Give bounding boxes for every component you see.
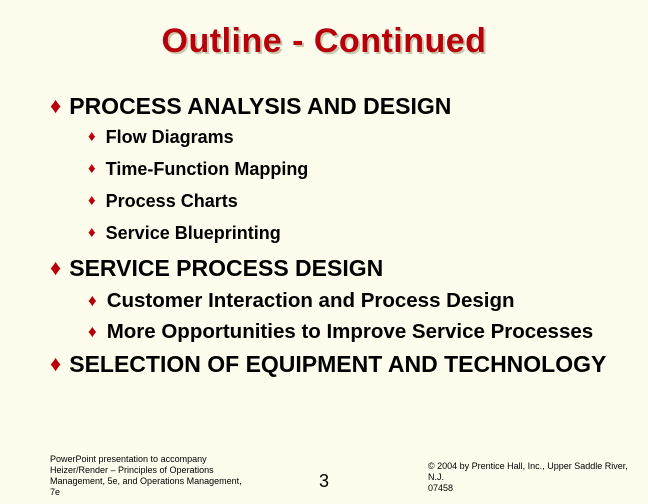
footer-line: 07458 bbox=[428, 483, 628, 494]
footer-line: PowerPoint presentation to accompany bbox=[50, 454, 280, 465]
diamond-icon: ♦ bbox=[88, 222, 96, 244]
outline-subitem-label: Customer Interaction and Process Design bbox=[107, 288, 515, 313]
outline-subitem-label: More Opportunities to Improve Service Pr… bbox=[107, 319, 593, 344]
outline-item: ♦ PROCESS ANALYSIS AND DESIGN bbox=[50, 92, 614, 120]
outline-item-label: PROCESS ANALYSIS AND DESIGN bbox=[69, 92, 451, 120]
outline-sublist: ♦ Customer Interaction and Process Desig… bbox=[88, 288, 614, 344]
outline-subitem-label: Time-Function Mapping bbox=[106, 158, 309, 180]
slide: Outline - Continued ♦ PROCESS ANALYSIS A… bbox=[0, 0, 648, 504]
slide-content: ♦ PROCESS ANALYSIS AND DESIGN ♦ Flow Dia… bbox=[50, 86, 614, 380]
outline-item: ♦ SERVICE PROCESS DESIGN bbox=[50, 254, 614, 282]
slide-title: Outline - Continued bbox=[0, 22, 648, 61]
outline-item: ♦ SELECTION OF EQUIPMENT AND TECHNOLOGY bbox=[50, 350, 614, 378]
footer-line: © 2004 by Prentice Hall, Inc., Upper Sad… bbox=[428, 461, 628, 483]
diamond-icon: ♦ bbox=[88, 126, 96, 148]
diamond-icon: ♦ bbox=[88, 190, 96, 212]
outline-subitem-label: Flow Diagrams bbox=[106, 126, 234, 148]
outline-subitem: ♦ Service Blueprinting bbox=[88, 222, 614, 244]
footer-right: © 2004 by Prentice Hall, Inc., Upper Sad… bbox=[428, 461, 628, 494]
outline-subitem-label: Process Charts bbox=[106, 190, 238, 212]
outline-subitem: ♦ More Opportunities to Improve Service … bbox=[88, 319, 614, 344]
diamond-icon: ♦ bbox=[88, 158, 96, 180]
diamond-icon: ♦ bbox=[50, 92, 61, 120]
diamond-icon: ♦ bbox=[50, 350, 61, 378]
diamond-icon: ♦ bbox=[88, 288, 97, 313]
diamond-icon: ♦ bbox=[88, 319, 97, 344]
outline-item-label: SELECTION OF EQUIPMENT AND TECHNOLOGY bbox=[69, 350, 606, 378]
outline-subitem-label: Service Blueprinting bbox=[106, 222, 281, 244]
outline-subitem: ♦ Flow Diagrams bbox=[88, 126, 614, 148]
outline-subitem: ♦ Time-Function Mapping bbox=[88, 158, 614, 180]
outline-subitem: ♦ Customer Interaction and Process Desig… bbox=[88, 288, 614, 313]
outline-sublist: ♦ Flow Diagrams ♦ Time-Function Mapping … bbox=[88, 126, 614, 244]
outline-subitem: ♦ Process Charts bbox=[88, 190, 614, 212]
outline-item-label: SERVICE PROCESS DESIGN bbox=[69, 254, 383, 282]
diamond-icon: ♦ bbox=[50, 254, 61, 282]
